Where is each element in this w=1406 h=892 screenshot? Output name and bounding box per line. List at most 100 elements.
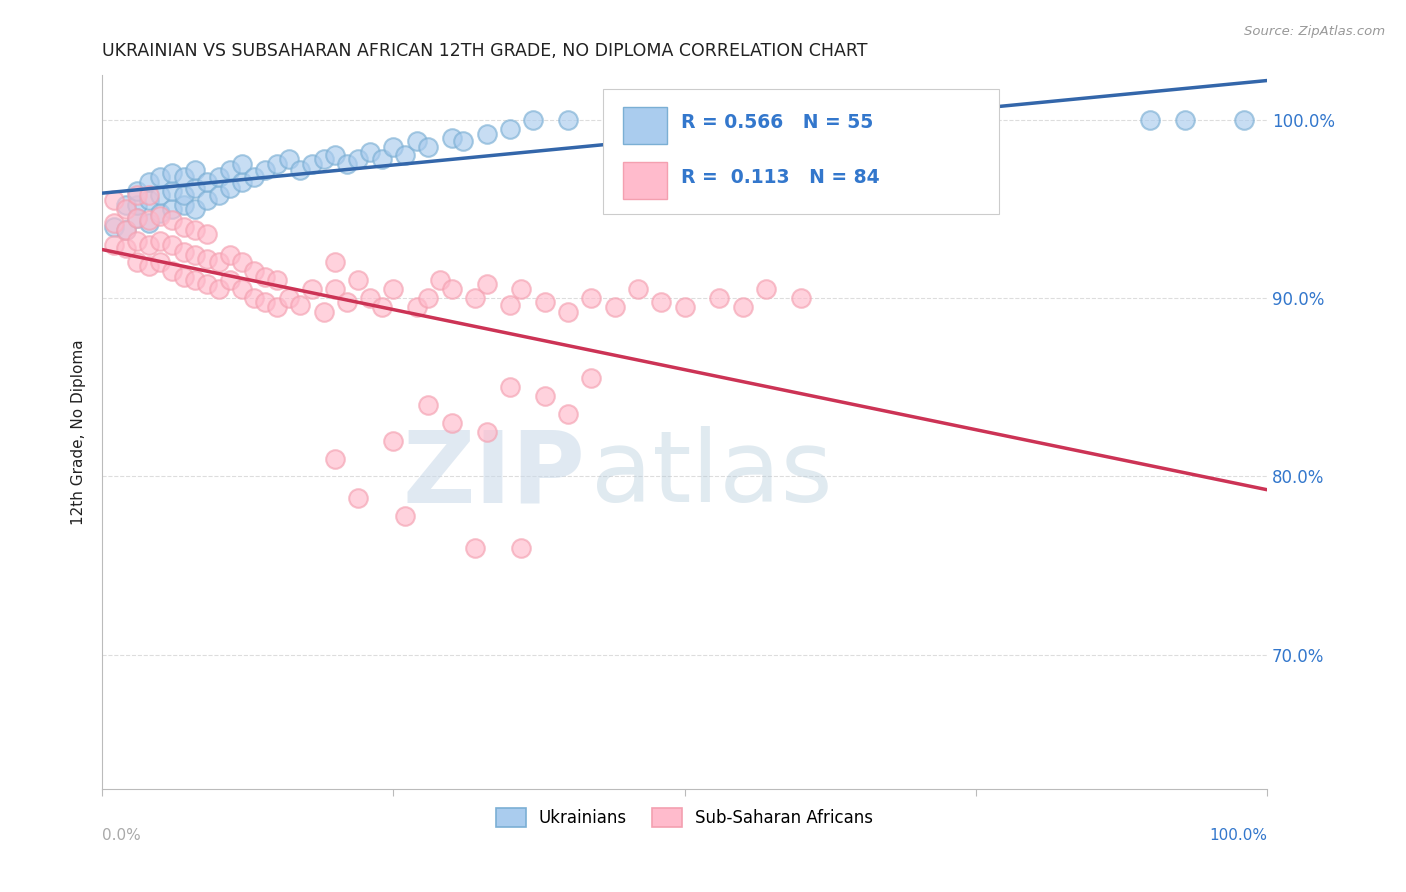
Point	[149, 169, 172, 184]
Point	[581, 291, 603, 305]
Point	[149, 205, 172, 219]
Point	[149, 234, 172, 248]
Point	[382, 139, 405, 153]
Point	[323, 282, 346, 296]
Point	[149, 209, 172, 223]
Point	[103, 216, 125, 230]
Point	[195, 277, 218, 291]
Point	[533, 389, 555, 403]
Point	[173, 244, 195, 259]
Point	[138, 175, 160, 189]
Point	[208, 282, 231, 296]
Point	[160, 264, 183, 278]
Point	[451, 134, 474, 148]
Point	[231, 255, 253, 269]
Point	[312, 305, 335, 319]
Point	[195, 227, 218, 241]
Point	[464, 541, 486, 555]
Point	[510, 541, 533, 555]
Point	[231, 175, 253, 189]
Point	[208, 187, 231, 202]
Point	[510, 282, 533, 296]
Point	[277, 152, 299, 166]
Point	[418, 291, 440, 305]
Point	[557, 305, 579, 319]
Point	[160, 202, 183, 216]
Point	[160, 184, 183, 198]
Point	[195, 193, 218, 207]
Text: atlas: atlas	[592, 426, 832, 524]
Point	[173, 269, 195, 284]
Point	[160, 166, 183, 180]
Point	[184, 162, 207, 177]
Point	[184, 223, 207, 237]
FancyBboxPatch shape	[603, 89, 1000, 214]
Point	[522, 112, 544, 127]
Point	[323, 255, 346, 269]
Point	[103, 237, 125, 252]
Point	[149, 187, 172, 202]
Point	[266, 300, 288, 314]
Point	[114, 198, 136, 212]
Point	[184, 180, 207, 194]
Point	[581, 371, 603, 385]
Point	[440, 130, 463, 145]
Point	[127, 255, 149, 269]
Point	[359, 145, 381, 159]
Point	[290, 162, 312, 177]
Point	[103, 219, 125, 234]
Point	[242, 169, 264, 184]
Point	[242, 291, 264, 305]
Point	[301, 157, 323, 171]
Point	[219, 248, 242, 262]
Point	[114, 202, 136, 216]
Text: R = 0.566   N = 55: R = 0.566 N = 55	[681, 113, 873, 133]
Point	[290, 298, 312, 312]
Point	[731, 300, 754, 314]
Point	[418, 398, 440, 412]
Point	[127, 211, 149, 225]
Point	[114, 241, 136, 255]
Point	[359, 291, 381, 305]
Point	[429, 273, 451, 287]
Point	[127, 198, 149, 212]
Point	[160, 237, 183, 252]
Point	[301, 282, 323, 296]
Point	[323, 451, 346, 466]
Bar	[623, 161, 666, 199]
Point	[382, 282, 405, 296]
Point	[418, 139, 440, 153]
Point	[1174, 112, 1197, 127]
Point	[219, 273, 242, 287]
Point	[475, 425, 498, 439]
Point	[138, 237, 160, 252]
Point	[382, 434, 405, 448]
Point	[371, 300, 394, 314]
Point	[499, 380, 522, 394]
Point	[1139, 112, 1161, 127]
Point	[405, 134, 427, 148]
Point	[173, 187, 195, 202]
Text: R =  0.113   N = 84: R = 0.113 N = 84	[681, 168, 880, 186]
Point	[277, 291, 299, 305]
Point	[371, 152, 394, 166]
Point	[557, 112, 579, 127]
Point	[149, 255, 172, 269]
Point	[627, 282, 650, 296]
Point	[533, 294, 555, 309]
Point	[1232, 112, 1254, 127]
Point	[114, 223, 136, 237]
Point	[394, 508, 416, 523]
Point	[755, 282, 778, 296]
Point	[475, 277, 498, 291]
Y-axis label: 12th Grade, No Diploma: 12th Grade, No Diploma	[72, 339, 86, 524]
Point	[347, 152, 370, 166]
Point	[127, 234, 149, 248]
Point	[266, 273, 288, 287]
Point	[347, 491, 370, 505]
Point	[475, 127, 498, 141]
Point	[184, 202, 207, 216]
Point	[614, 112, 637, 127]
Text: Source: ZipAtlas.com: Source: ZipAtlas.com	[1244, 25, 1385, 38]
Point	[312, 152, 335, 166]
